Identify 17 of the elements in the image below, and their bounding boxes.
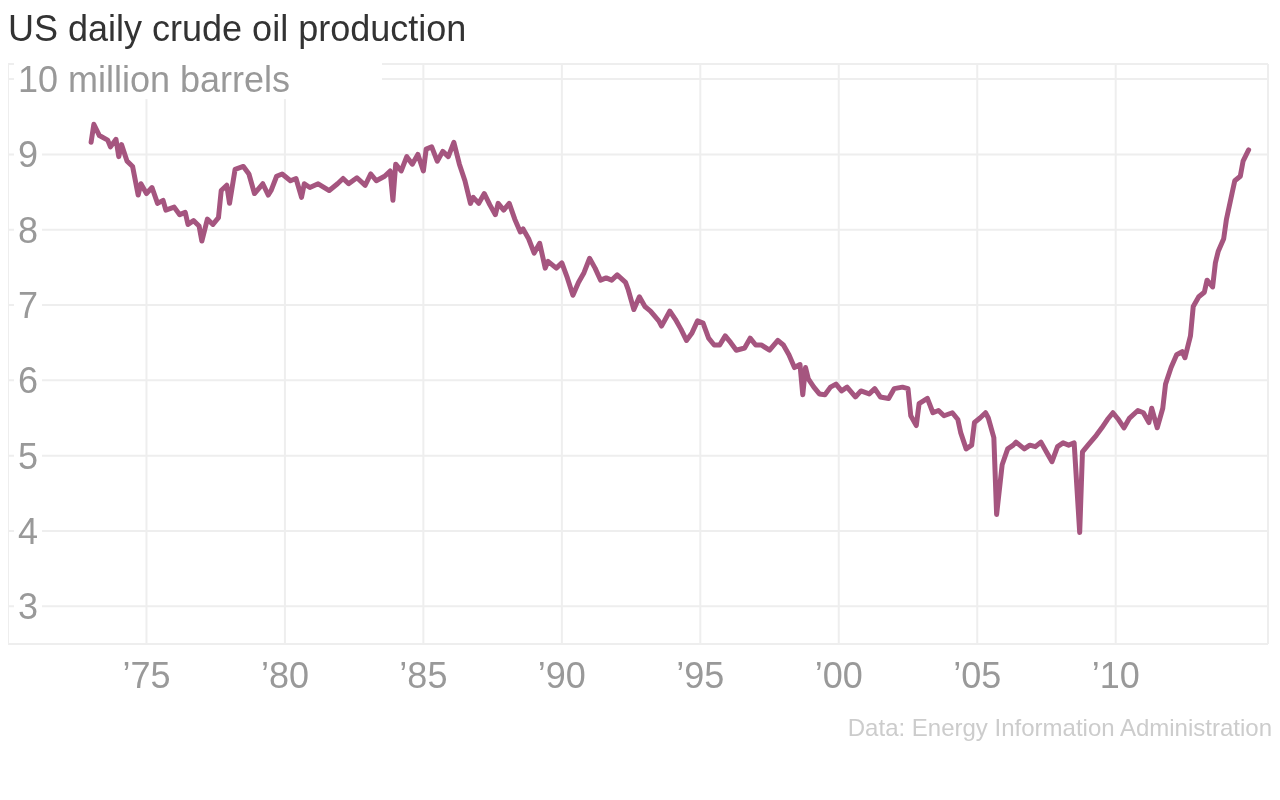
y-tick-label: 8 bbox=[18, 209, 39, 251]
y-tick-label: 10 million barrels bbox=[18, 59, 291, 101]
y-tick-label: 5 bbox=[18, 435, 39, 477]
y-tick-label: 3 bbox=[18, 586, 39, 628]
x-tick-label: ’10 bbox=[1091, 654, 1140, 696]
x-tick-label: ’85 bbox=[399, 654, 448, 696]
x-tick-label: ’00 bbox=[814, 654, 863, 696]
chart-title: US daily crude oil production bbox=[8, 8, 468, 50]
y-tick-label: 7 bbox=[18, 285, 39, 327]
x-tick-label: ’75 bbox=[122, 654, 171, 696]
y-tick-label: 9 bbox=[18, 134, 39, 176]
y-tick-label: 4 bbox=[18, 511, 39, 553]
x-tick-label: ’95 bbox=[676, 654, 725, 696]
x-tick-label: ’80 bbox=[260, 654, 309, 696]
x-tick-label: ’90 bbox=[537, 654, 586, 696]
x-tick-label: ’05 bbox=[953, 654, 1002, 696]
y-tick-label: 6 bbox=[18, 360, 39, 402]
